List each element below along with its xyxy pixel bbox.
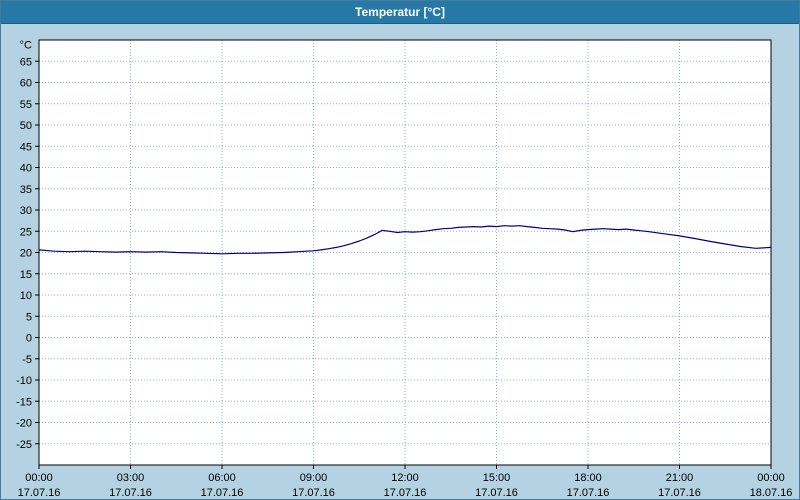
date-tick-label: 17.07.16 (109, 487, 152, 499)
svg-text:5: 5 (26, 311, 32, 323)
svg-text:50: 50 (20, 120, 32, 132)
time-tick-label: 00:00 (25, 472, 53, 484)
date-tick-label: 17.07.16 (658, 487, 701, 499)
svg-text:65: 65 (20, 56, 32, 68)
svg-text:-25: -25 (16, 439, 32, 451)
svg-text:20: 20 (20, 248, 32, 260)
date-tick-label: 17.07.16 (292, 487, 335, 499)
svg-text:35: 35 (20, 184, 32, 196)
svg-text:-10: -10 (16, 375, 32, 387)
svg-text:-15: -15 (16, 396, 32, 408)
svg-text:25: 25 (20, 226, 32, 238)
svg-text:15: 15 (20, 269, 32, 281)
svg-text:30: 30 (20, 205, 32, 217)
time-tick-label: 21:00 (666, 472, 694, 484)
date-tick-label: 17.07.16 (201, 487, 244, 499)
date-tick-label: 17.07.16 (384, 487, 427, 499)
y-axis-labels: 65605550454035302520151050-5-10-15-20-25… (16, 39, 39, 451)
time-tick-label: 15:00 (483, 472, 511, 484)
temperature-chart: 65605550454035302520151050-5-10-15-20-25… (16, 39, 793, 499)
chart-area: 65 60 55 50 45 40 35 30 25 20 15 10 5 0 -5 -10 -15 -20 -25… (1, 24, 800, 500)
svg-text:60: 60 (20, 78, 32, 90)
svg-text:0: 0 (26, 333, 32, 345)
svg-text:-5: -5 (22, 354, 32, 366)
date-tick-label: 17.07.16 (475, 487, 518, 499)
time-tick-label: 12:00 (391, 472, 419, 484)
time-tick-label: 06:00 (208, 472, 236, 484)
svg-text:10: 10 (20, 290, 32, 302)
time-tick-label: 03:00 (117, 472, 145, 484)
svg-text:-20: -20 (16, 418, 32, 430)
time-tick-label: 09:00 (300, 472, 328, 484)
svg-text:45: 45 (20, 141, 32, 153)
date-tick-label: 18.07.16 (750, 487, 793, 499)
temperature-line (38, 225, 772, 255)
window-title-bar: Temperatur [°C] (1, 1, 799, 24)
svg-text:40: 40 (20, 163, 32, 175)
y-unit-label: °C (20, 39, 32, 51)
date-tick-label: 17.07.16 (18, 487, 61, 499)
x-axis-labels: 00:00 17.07.16 03:00 17.07.16 06:00 17.07.16 0… (18, 465, 793, 499)
svg-text:55: 55 (20, 99, 32, 111)
grid (39, 40, 771, 465)
window-title: Temperatur [°C] (355, 5, 445, 19)
date-tick-label: 17.07.16 (567, 487, 610, 499)
time-tick-label: 18:00 (574, 472, 602, 484)
time-tick-label: 00:00 (757, 472, 785, 484)
